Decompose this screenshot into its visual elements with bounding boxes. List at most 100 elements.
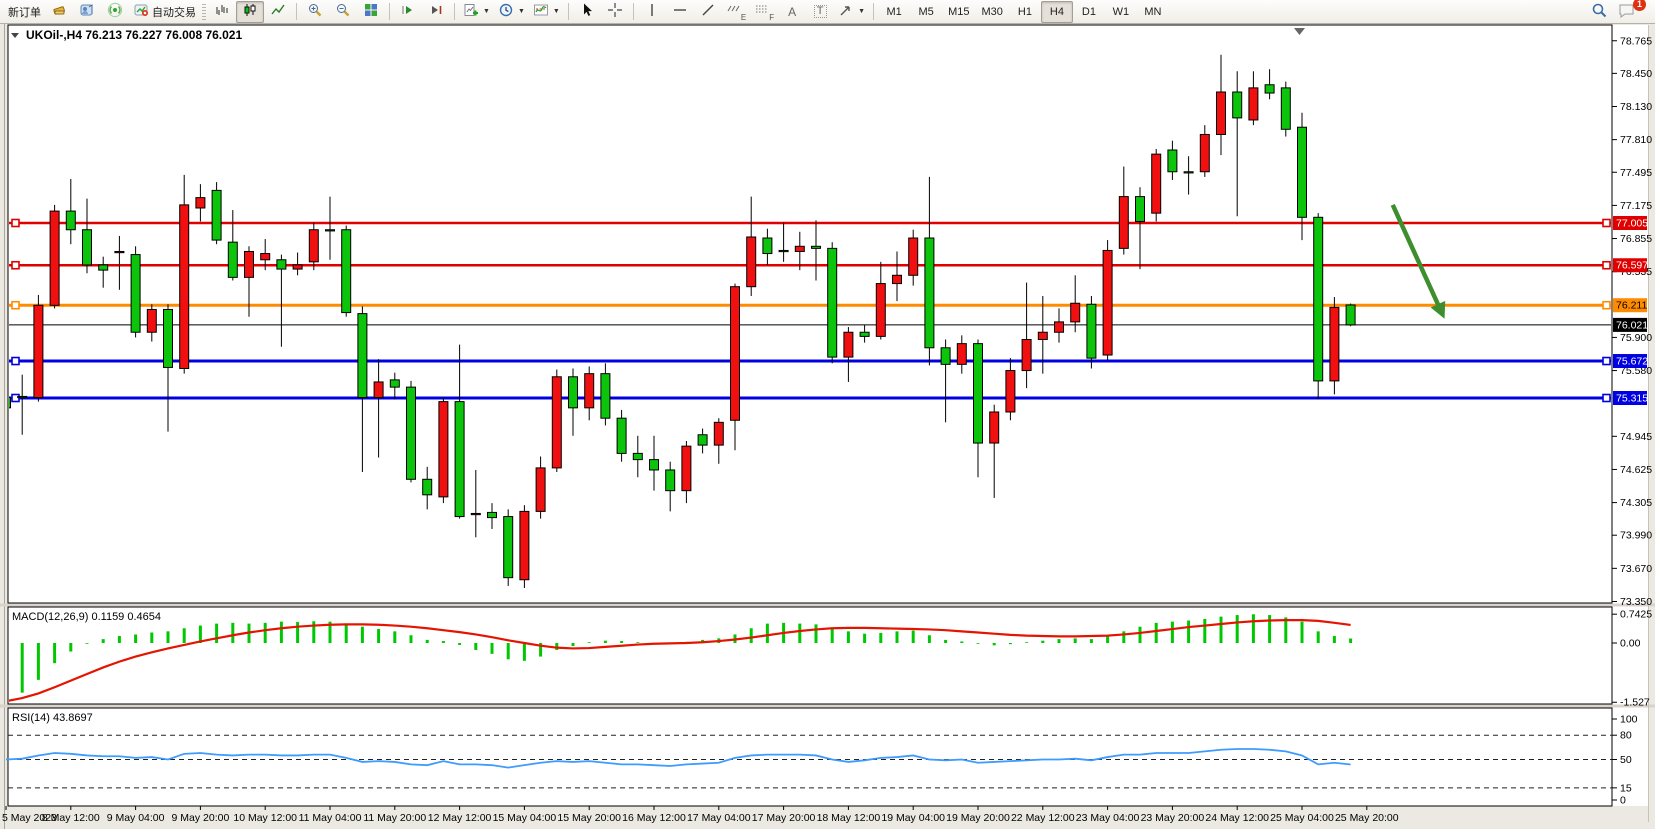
macd-tick-label: 0.00 [1620,638,1641,650]
candle-body-up [1199,133,1210,173]
candlestick [827,242,838,364]
zoom-in-button[interactable] [301,1,329,23]
toolbar-drag-handle[interactable] [202,3,206,20]
fibonacci-tool-button[interactable]: F [750,1,778,23]
period-button[interactable]: ▼ [494,1,529,23]
candle-body-up [713,421,724,446]
text-tool-button[interactable]: A [778,1,806,23]
candle-body-up [730,286,740,421]
line-chart-type-button[interactable] [264,1,292,23]
top-toolbar: 新订单 自动交易 ▼ ▼ [0,0,1655,24]
crosshair-tool-button[interactable] [601,1,629,23]
candle-body-up [875,283,886,337]
line-handle[interactable] [1602,260,1611,270]
price-tick-label: 78.450 [1620,68,1652,80]
line-handle[interactable] [1602,300,1611,310]
candle-body-down [82,229,92,266]
trend-arrow-line[interactable] [1390,203,1444,313]
timeframe-button-M5[interactable]: M5 [918,5,934,18]
candlestick [730,283,740,451]
candle-body-down [1183,171,1194,174]
candle-body-up [308,229,319,263]
line-handle[interactable] [11,260,20,270]
candlestick [1054,308,1064,343]
indicators-button[interactable]: ▼ [529,1,564,23]
candle-body-down [940,347,951,365]
timeframe-button-MN[interactable]: MN [1144,5,1162,18]
line-handle[interactable] [1602,393,1611,403]
bar-chart-icon [214,2,230,21]
line-handle[interactable] [11,300,20,310]
market-watch-button[interactable] [73,1,101,23]
rsi-tick-label: 100 [1620,714,1638,726]
bar-chart-type-button[interactable] [208,1,236,23]
horizontal-line-icon [672,2,688,21]
shapes-tool-button[interactable]: ▼ [834,1,869,23]
cursor-tool-button[interactable] [573,1,601,23]
horizontal-line-tool-button[interactable] [666,1,694,23]
macd-signal-line [9,619,1351,702]
one-click-trading-toggle[interactable] [11,33,19,38]
trend-arrow-head[interactable] [1430,300,1446,319]
price-tick-label: 75.900 [1620,332,1652,344]
candle-body-down [276,259,287,270]
signal-button[interactable] [101,1,129,23]
search-button[interactable] [1585,1,1613,23]
line-handle[interactable] [11,218,20,228]
candle-body-down [1086,303,1097,359]
order-book-button[interactable] [45,1,73,23]
candle-body-down [422,478,433,496]
candlestick [1345,303,1356,327]
timeframe-button-W1[interactable]: W1 [1112,5,1130,18]
candlestick-chart-type-button[interactable] [236,0,264,23]
candle-body-down [1167,149,1178,173]
candle-body-down [503,516,514,579]
panel-separator[interactable] [0,704,1655,708]
elliott-wave-tool-button[interactable]: E [722,1,750,23]
candlestick [1248,71,1259,126]
trendline-tool-button[interactable] [694,1,722,23]
candlestick [681,440,692,504]
text-label-tool-button[interactable]: T [806,1,834,23]
chevron-down-icon: ▼ [552,8,560,15]
line-handle[interactable] [1602,356,1611,366]
line-handle[interactable] [11,356,20,366]
chart-shift-button[interactable] [394,1,422,23]
crosshair-icon [607,2,623,21]
vertical-line-tool-button[interactable] [638,1,666,23]
timeframe-button-D1[interactable]: D1 [1081,5,1096,18]
new-chart-button[interactable]: ▼ [459,1,494,23]
price-badge-76.597-bg [1613,258,1647,273]
timeframe-button-H4[interactable]: H4 [1040,0,1073,23]
macd-tick-label: -1.527 [1620,697,1650,709]
chart-shift-icon [400,2,416,21]
candlestick [973,339,983,478]
panel-separator[interactable] [0,603,1655,607]
timeframe-button-M15[interactable]: M15 [948,5,970,18]
fibonacci-icon [754,2,770,21]
new-order-button[interactable]: 新订单 [4,1,45,23]
timeframe-button-M30[interactable]: M30 [981,5,1003,18]
price-badge-76.211-bg [1613,298,1647,313]
tile-windows-button[interactable] [357,1,385,23]
elliott-wave-icon [726,2,742,21]
toolbar-separator [296,3,297,20]
auto-scroll-button[interactable] [422,1,450,23]
timeframe-button-M1[interactable]: M1 [886,5,902,18]
timeframe-button-H1[interactable]: H1 [1017,5,1032,18]
time-tick-label: 8 May 12:00 [42,812,100,824]
line-handle[interactable] [1602,218,1611,228]
chart-shift-marker[interactable] [1294,28,1305,35]
auto-trading-button[interactable]: 自动交易 [129,1,200,23]
candle-body-up [892,274,902,285]
zoom-out-button[interactable] [329,1,357,23]
candlestick [65,178,76,245]
notifications-button[interactable]: 1 [1613,0,1646,23]
price-tick-label: 73.990 [1620,530,1652,542]
label-tool-letter: T [813,5,827,18]
candle-body-up [908,237,919,276]
candlestick [1102,240,1113,361]
main-panel-border [7,24,1613,604]
price-tick-label: 73.670 [1620,563,1652,575]
toolbar-separator [632,3,634,20]
